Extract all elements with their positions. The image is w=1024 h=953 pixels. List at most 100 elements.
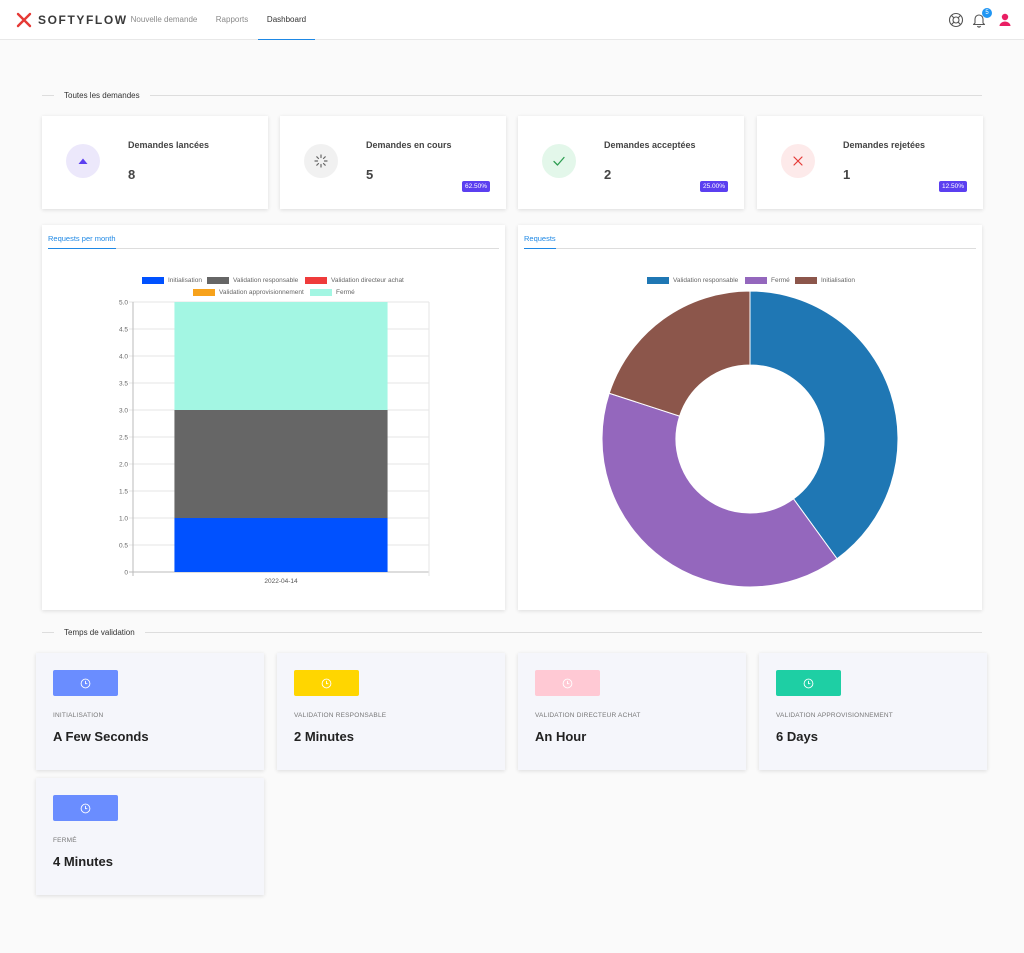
time-value: A Few Seconds: [53, 729, 149, 744]
stat-card-accepted[interactable]: Demandes acceptées 2 25.00%: [518, 116, 744, 209]
time-value: 4 Minutes: [53, 854, 113, 869]
y-tick-label: 1.5: [119, 489, 128, 496]
stat-value: 8: [128, 167, 136, 182]
section-title: Temps de validation: [64, 627, 135, 637]
stat-card-launched[interactable]: Demandes lancées 8: [42, 116, 268, 209]
bar-segment[interactable]: [174, 410, 388, 518]
donut-chart: [601, 290, 899, 588]
time-label: VALIDATION APPROVISIONNEMENT: [776, 712, 893, 719]
y-tick-label: 5.0: [119, 300, 128, 307]
stat-label: Demandes lancées: [128, 140, 210, 150]
triangle-up-icon: [78, 158, 88, 164]
legend-item[interactable]: Validation directeur achat: [305, 277, 404, 284]
clock-button[interactable]: [535, 670, 600, 696]
stat-label: Demandes rejetées: [843, 140, 926, 150]
legend-item[interactable]: Validation responsable: [207, 277, 298, 284]
legend-item[interactable]: Fermé: [310, 289, 355, 296]
y-tick-label: 2.5: [119, 435, 128, 442]
tab-requests[interactable]: Requests: [524, 233, 556, 249]
time-card-initialisation[interactable]: INITIALISATION A Few Seconds: [36, 653, 264, 770]
section-validation-time: Temps de validation: [42, 626, 982, 638]
clock-icon: [321, 678, 332, 688]
donut-slice[interactable]: [749, 290, 899, 560]
stat-percent-badge: 25.00%: [699, 181, 728, 192]
notification-badge: 5: [982, 8, 992, 18]
brand-logo[interactable]: SOFTYFLOW: [16, 11, 128, 29]
legend-label: Validation approvisionnement: [219, 289, 304, 296]
y-tick-label: 3.5: [119, 381, 128, 388]
y-tick-label: 0: [124, 570, 128, 577]
brand-logo-icon: [16, 12, 32, 28]
stat-value: 5: [366, 167, 374, 182]
legend-item[interactable]: Initialisation: [142, 277, 202, 284]
stat-label: Demandes en cours: [366, 140, 452, 150]
stat-percent-badge: 12.50%: [938, 181, 967, 192]
clock-button[interactable]: [776, 670, 841, 696]
bell-icon[interactable]: [971, 12, 987, 28]
chart-tab-row: Requests: [524, 233, 976, 249]
y-tick-label: 4.5: [119, 327, 128, 334]
clock-icon: [562, 678, 573, 688]
nav-nouvelle-demande[interactable]: Nouvelle demande: [130, 15, 198, 24]
legend-item[interactable]: Initialisation: [795, 277, 855, 284]
stat-label: Demandes acceptées: [604, 140, 696, 150]
close-icon: [793, 156, 803, 166]
check-icon: [553, 156, 565, 166]
stat-value: 2: [604, 167, 612, 182]
time-card-validation-responsable[interactable]: VALIDATION RESPONSABLE 2 Minutes: [277, 653, 505, 770]
x-tick-label: 2022-04-14: [264, 578, 298, 585]
bar-chart: 0 0.5 1.0 1.5 2.0 2.5 3.0 3.5 4.0 4.5 5.0 2022-04-1…: [119, 300, 430, 585]
time-label: FERMÉ: [53, 837, 77, 844]
time-card-validation-approvisionnement[interactable]: VALIDATION APPROVISIONNEMENT 6 Days: [759, 653, 987, 770]
clock-button[interactable]: [294, 670, 359, 696]
clock-icon: [80, 803, 91, 813]
stat-icon-bg: [781, 144, 815, 178]
nav-rapports[interactable]: Rapports: [215, 15, 249, 24]
chart-tab-row: Requests per month: [48, 233, 499, 249]
spinner-icon: [314, 154, 328, 168]
requests-card: Requests Validation responsable Fermé In…: [518, 225, 982, 610]
y-tick-label: 1.0: [119, 516, 128, 523]
y-tick-label: 4.0: [119, 354, 128, 361]
legend-label: Fermé: [336, 289, 355, 296]
legend-item[interactable]: Validation responsable: [647, 277, 738, 284]
time-card-ferme[interactable]: FERMÉ 4 Minutes: [36, 778, 264, 895]
time-value: 6 Days: [776, 729, 818, 744]
legend-label: Validation responsable: [673, 277, 739, 284]
bar-segment[interactable]: [174, 518, 388, 572]
section-title: Toutes les demandes: [64, 90, 140, 100]
clock-button[interactable]: [53, 795, 118, 821]
y-tick-label: 3.0: [119, 408, 128, 415]
stat-icon-bg: [304, 144, 338, 178]
legend-item[interactable]: Fermé: [745, 277, 790, 284]
time-label: VALIDATION DIRECTEUR ACHAT: [535, 712, 641, 719]
section-all-requests: Toutes les demandes: [42, 89, 982, 101]
legend-label: Initialisation: [168, 277, 202, 284]
user-icon[interactable]: [997, 12, 1013, 28]
y-tick-label: 0.5: [119, 543, 128, 550]
stat-percent-badge: 62.50%: [461, 181, 490, 192]
clock-icon: [803, 678, 814, 688]
stat-card-in-progress[interactable]: Demandes en cours 5 62.50%: [280, 116, 506, 209]
legend-item[interactable]: Validation approvisionnement: [193, 289, 304, 296]
legend-label: Validation directeur achat: [331, 277, 404, 284]
time-label: VALIDATION RESPONSABLE: [294, 712, 387, 719]
stat-card-rejected[interactable]: Demandes rejetées 1 12.50%: [757, 116, 983, 209]
bar-segment[interactable]: [174, 302, 388, 410]
brand-name: SOFTYFLOW: [38, 13, 128, 27]
legend-label: Fermé: [771, 277, 790, 284]
y-tick-label: 2.0: [119, 462, 128, 469]
time-card-validation-directeur-achat[interactable]: VALIDATION DIRECTEUR ACHAT An Hour: [518, 653, 746, 770]
legend-label: Validation responsable: [233, 277, 299, 284]
donut-slice[interactable]: [601, 392, 838, 588]
lifebuoy-icon[interactable]: [948, 12, 964, 28]
top-navbar: SOFTYFLOW Nouvelle demande Rapports Dash…: [0, 0, 1024, 40]
clock-icon: [80, 678, 91, 688]
donut-slice[interactable]: [608, 290, 751, 417]
stat-icon-bg: [66, 144, 100, 178]
tab-requests-per-month[interactable]: Requests per month: [48, 233, 116, 249]
legend-label: Initialisation: [821, 277, 855, 284]
stat-value: 1: [843, 167, 851, 182]
nav-dashboard[interactable]: Dashboard: [258, 0, 315, 40]
clock-button[interactable]: [53, 670, 118, 696]
